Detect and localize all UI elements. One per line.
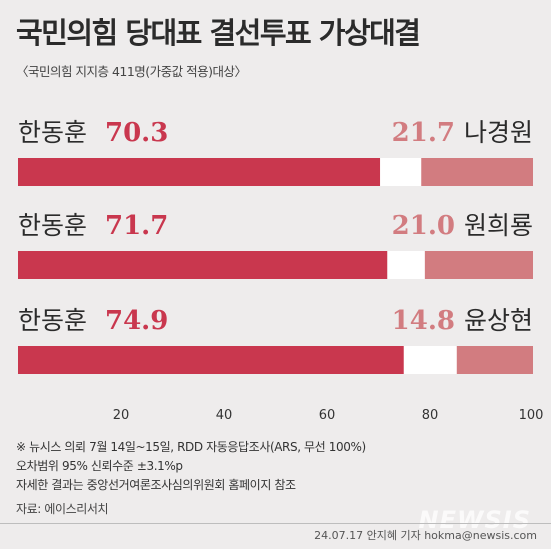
data-source: 자료: 에이스리서치 — [16, 502, 109, 516]
left-value-label: 70.3 — [105, 118, 168, 148]
x-tick-label: 100 — [519, 408, 544, 423]
right-value-label: 21.0 — [392, 211, 455, 241]
chart-title: 국민의힘 당대표 결선투표 가상대결 — [16, 16, 421, 50]
note-line: ※ 뉴시스 의뢰 7월 14일~15일, RDD 자동응답조사(ARS, 무선 … — [16, 440, 366, 454]
left-bar — [18, 158, 381, 186]
footer-divider — [0, 523, 551, 524]
right-bar — [421, 158, 533, 186]
right-candidate-name: 윤상현 — [464, 306, 533, 335]
right-value-label: 14.8 — [392, 306, 455, 336]
survey-notes: ※ 뉴시스 의뢰 7월 14일~15일, RDD 자동응답조사(ARS, 무선 … — [16, 438, 366, 495]
x-tick-label: 40 — [216, 408, 233, 423]
right-bar — [456, 346, 533, 374]
byline-credit: 24.07.17 안지혜 기자 hokma@newsis.com — [314, 529, 537, 542]
x-tick-label: 80 — [422, 408, 439, 423]
left-candidate-name: 한동훈 — [18, 306, 87, 335]
left-candidate-name: 한동훈 — [18, 118, 87, 147]
right-candidate-name: 원희룡 — [464, 211, 533, 240]
right-value-label: 21.7 — [392, 118, 455, 148]
left-value-label: 74.9 — [105, 306, 168, 336]
left-candidate-name: 한동훈 — [18, 211, 87, 240]
left-bar — [18, 346, 404, 374]
chart-subtitle: 〈국민의힘 지지층 411명(가중값 적용)대상〉 — [16, 64, 247, 79]
right-candidate-name: 나경원 — [464, 118, 533, 147]
right-bar — [424, 251, 533, 279]
x-tick-label: 60 — [319, 408, 336, 423]
x-tick-label: 20 — [113, 408, 130, 423]
note-line: 오차범위 95% 신뢰수준 ±3.1%p — [16, 459, 183, 473]
newsis-watermark: NEWSIS — [418, 506, 531, 534]
left-bar — [18, 251, 388, 279]
note-line: 자세한 결과는 중앙선거여론조사심의위원회 홈페이지 참조 — [16, 478, 296, 492]
left-value-label: 71.7 — [105, 211, 168, 241]
